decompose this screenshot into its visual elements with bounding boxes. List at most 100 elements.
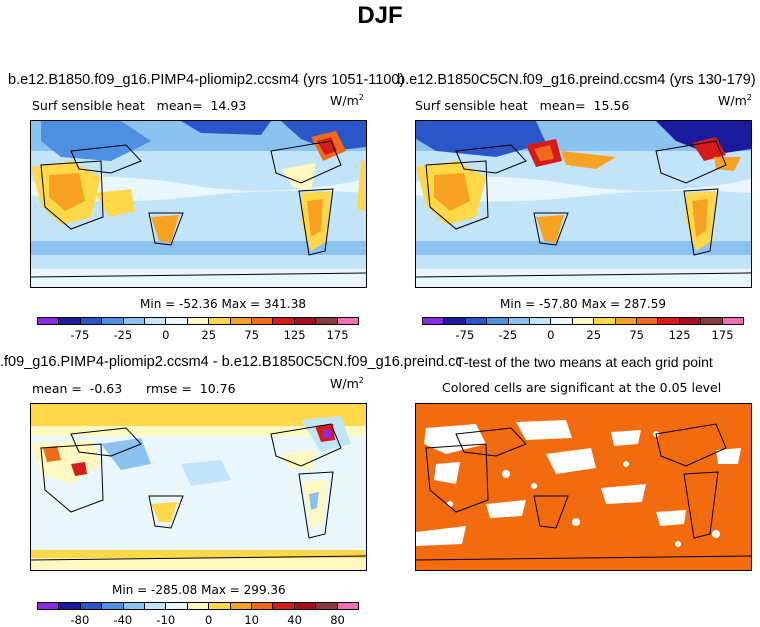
colorbar-swatch xyxy=(701,318,723,324)
colorbar-swatch xyxy=(38,318,60,324)
panel4-map-svg xyxy=(416,404,751,570)
panel1-max-value: 341.38 xyxy=(264,297,307,311)
panel3-rmse-value: 10.76 xyxy=(199,381,236,396)
colorbar-swatch xyxy=(187,603,210,609)
colorbar-swatch xyxy=(423,318,445,324)
colorbar-swatch xyxy=(337,318,359,324)
colorbar-swatch xyxy=(230,318,253,324)
colorbar-swatch xyxy=(38,603,60,609)
panel3-stats: mean = -0.63 rmse = 10.76 xyxy=(32,381,236,396)
colorbar-tick-label: 40 xyxy=(287,613,302,627)
colorbar-swatch xyxy=(487,318,509,324)
colorbar-tick-label: 25 xyxy=(201,328,217,342)
panel4-subtitle: Colored cells are significant at the 0.0… xyxy=(442,380,722,395)
colorbar-swatch xyxy=(187,318,210,324)
colorbar-swatch xyxy=(572,318,595,324)
panel1-map-svg xyxy=(31,121,366,287)
panel1-title: b.e12.B1850.f09_g16.PIMP4-pliomip2.ccsm4… xyxy=(8,72,405,88)
colorbar-swatch xyxy=(615,318,638,324)
panel3-title: .f09_g16.PIMP4-pliomip2.ccsm4 - b.e12.B1… xyxy=(0,354,460,370)
colorbar-swatch xyxy=(508,318,531,324)
colorbar-swatch xyxy=(80,603,103,609)
colorbar-tick-label: -25 xyxy=(113,328,133,342)
colorbar-swatch xyxy=(145,318,167,324)
colorbar-swatch xyxy=(294,318,317,324)
colorbar-tick-label: -10 xyxy=(156,613,176,627)
colorbar-tick-label: -25 xyxy=(498,328,518,342)
colorbar-tick-label: 175 xyxy=(326,328,349,342)
panel3-map-svg xyxy=(31,404,366,570)
panel2-min-value: -57.80 xyxy=(539,297,578,311)
panel3-mean-value: -0.63 xyxy=(89,381,123,396)
colorbar-swatch xyxy=(316,603,338,609)
panel1-min-value: -52.36 xyxy=(179,297,218,311)
panel3-max-value: 299.36 xyxy=(243,583,286,597)
panel1-variable: Surf sensible heat xyxy=(32,98,145,113)
panel3-units: W/m2 xyxy=(330,376,364,392)
colorbar-tick-label: 75 xyxy=(244,328,259,342)
colorbar-tick-label: -40 xyxy=(113,613,133,627)
colorbar-swatch xyxy=(166,318,188,324)
colorbar-swatch xyxy=(123,603,146,609)
colorbar-swatch xyxy=(209,318,231,324)
colorbar-swatch xyxy=(252,318,274,324)
colorbar-swatch xyxy=(294,603,317,609)
colorbar-swatch xyxy=(230,603,253,609)
panel1-colorbar xyxy=(37,317,359,325)
colorbar-tick-label: 80 xyxy=(330,613,345,627)
panel3-min-value: -285.08 xyxy=(151,583,198,597)
panel2-units: W/m2 xyxy=(718,93,752,109)
colorbar-tick-label: 125 xyxy=(668,328,691,342)
colorbar-tick-label: 75 xyxy=(629,328,644,342)
colorbar-swatch xyxy=(273,318,295,324)
panel2-map-svg xyxy=(416,121,751,287)
panel1-mean-value: 14.93 xyxy=(210,98,247,113)
panel2-mean-label: mean= xyxy=(539,98,586,113)
panel2-colorbar-ticks: -75 -25 0 25 75 125 175 xyxy=(422,326,744,342)
colorbar-swatch xyxy=(209,603,231,609)
panel3-colorbar-ticks: -80 -40 -10 0 10 40 80 xyxy=(37,611,359,627)
colorbar-tick-label: -75 xyxy=(455,328,475,342)
colorbar-tick-label: -75 xyxy=(70,328,90,342)
panel4-title: T-test of the two means at each grid poi… xyxy=(456,354,713,370)
colorbar-tick-label: 10 xyxy=(244,613,259,627)
colorbar-tick-label: 125 xyxy=(283,328,306,342)
colorbar-swatch xyxy=(102,603,124,609)
colorbar-swatch xyxy=(722,318,744,324)
panel2-mean-value: 15.56 xyxy=(593,98,630,113)
panel2-map xyxy=(415,120,752,288)
panel2-colorbar xyxy=(422,317,744,325)
colorbar-swatch xyxy=(594,318,616,324)
colorbar-swatch xyxy=(337,603,359,609)
panel2-minmax: Min = -57.80 Max = 287.59 xyxy=(500,297,667,311)
colorbar-swatch xyxy=(123,318,146,324)
colorbar-swatch xyxy=(679,318,702,324)
colorbar-swatch xyxy=(59,603,81,609)
colorbar-tick-label: 25 xyxy=(586,328,602,342)
panel1-colorbar-ticks: -75 -25 0 25 75 125 175 xyxy=(37,326,359,342)
panel1-units: W/m2 xyxy=(330,93,364,109)
panel2-stats: Surf sensible heat mean= 15.56 xyxy=(415,98,629,113)
colorbar-swatch xyxy=(530,318,552,324)
colorbar-swatch xyxy=(637,318,659,324)
panel2-variable: Surf sensible heat xyxy=(415,98,528,113)
colorbar-tick-label: 0 xyxy=(547,328,555,342)
panel1-mean-label: mean= xyxy=(156,98,203,113)
colorbar-tick-label: 0 xyxy=(162,328,170,342)
panel3-minmax: Min = -285.08 Max = 299.36 xyxy=(112,583,286,597)
colorbar-swatch xyxy=(252,603,274,609)
colorbar-swatch xyxy=(444,318,466,324)
colorbar-swatch xyxy=(166,603,188,609)
colorbar-swatch xyxy=(658,318,680,324)
colorbar-tick-label: -80 xyxy=(70,613,90,627)
panel1-stats: Surf sensible heat mean= 14.93 xyxy=(32,98,246,113)
panel3-rmse-label: rmse = xyxy=(146,381,192,396)
colorbar-swatch xyxy=(465,318,488,324)
panel2-title: b.e12.B1850C5CN.f09_g16.preind.ccsm4 (yr… xyxy=(397,72,756,88)
colorbar-tick-label: 175 xyxy=(711,328,734,342)
panel4-map xyxy=(415,403,752,571)
colorbar-tick-label: 0 xyxy=(205,613,213,627)
panel3-map xyxy=(30,403,367,571)
colorbar-swatch xyxy=(59,318,81,324)
panel3-colorbar xyxy=(37,602,359,610)
